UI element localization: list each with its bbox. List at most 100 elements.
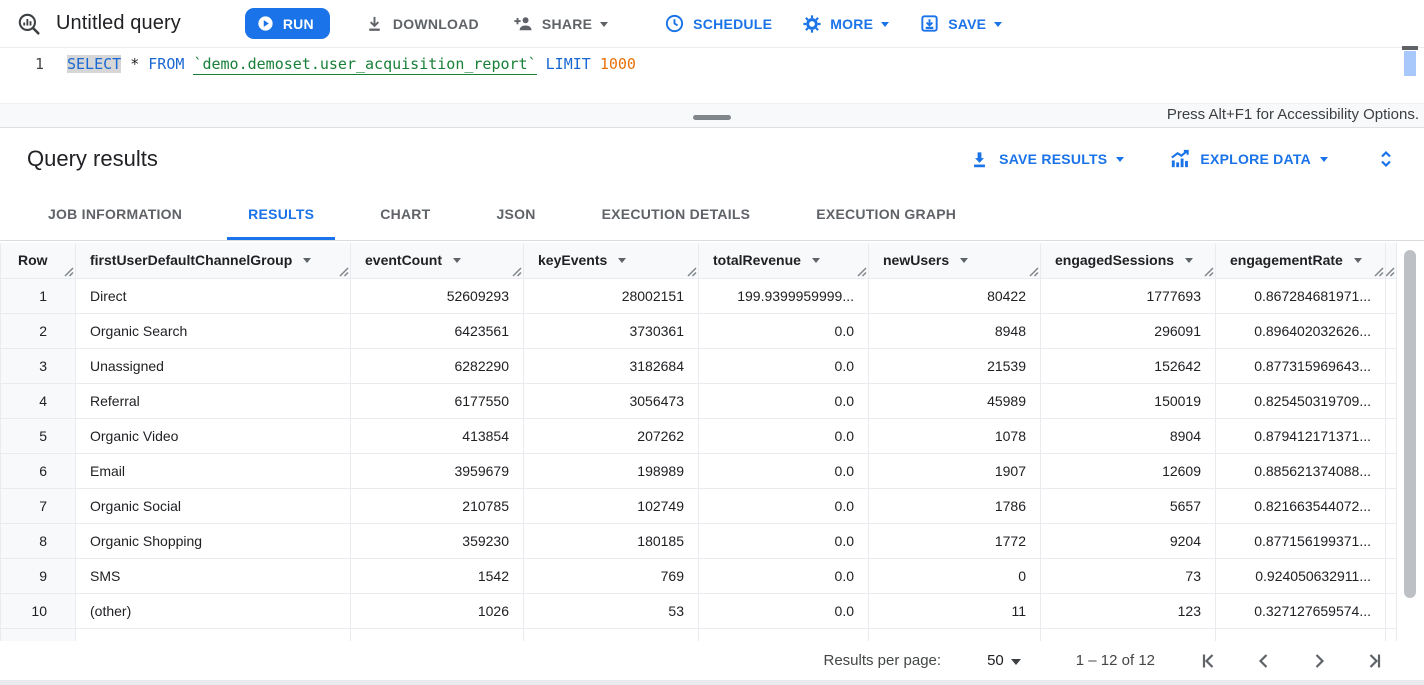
tab-json[interactable]: JSON — [496, 205, 536, 222]
column-header-totalRevenue[interactable]: totalRevenue — [698, 243, 869, 279]
last-page-button[interactable] — [1362, 649, 1386, 673]
column-resize-grip[interactable] — [511, 266, 522, 277]
row-number: 4 — [0, 382, 76, 419]
explore-data-button[interactable]: EXPLORE DATA — [1168, 148, 1328, 171]
cell-partial — [1385, 312, 1397, 349]
cell-engagedSessions: 152642 — [1040, 347, 1216, 384]
column-header-engagedSessions[interactable]: engagedSessions — [1040, 243, 1216, 279]
sql-editor[interactable]: 1 SELECT * FROM `demo.demoset.user_acqui… — [0, 46, 1424, 103]
column-menu-caret-icon[interactable] — [303, 257, 312, 263]
more-button[interactable]: MORE — [802, 14, 890, 34]
cell-totalRevenue: 0.0 — [698, 557, 869, 594]
table-vertical-scrollbar-thumb[interactable] — [1404, 250, 1416, 598]
query-title[interactable]: Untitled query — [56, 12, 181, 34]
cell-eventCount: 6282290 — [350, 347, 524, 384]
pagination-range-label: 1 – 12 of 12 — [1075, 652, 1155, 669]
cell-totalRevenue: 0.0 — [698, 417, 869, 454]
editor-scrollbar-thumb[interactable] — [1404, 51, 1416, 76]
cell-keyEvents: 102749 — [523, 487, 699, 524]
sql-code-line[interactable]: SELECT * FROM `demo.demoset.user_acquisi… — [62, 48, 636, 103]
results-table-body: 1 Direct 52609293 28002151 199.9399959999...… — [0, 277, 1397, 641]
query-results-header: Query results SAVE RESULTS — [0, 128, 1424, 190]
cell-partial — [1385, 557, 1397, 594]
tab-chart[interactable]: CHART — [380, 205, 431, 222]
first-page-icon — [1202, 653, 1214, 668]
pagination-bar: Results per page: 50 1 – 12 of 12 — [0, 641, 1424, 680]
row-number: 5 — [0, 417, 76, 454]
column-resize-grip[interactable] — [856, 266, 867, 277]
row-number: 11 — [0, 627, 76, 641]
first-page-button[interactable] — [1197, 649, 1221, 673]
cell-newUsers: 0 — [868, 557, 1041, 594]
tab-job-information[interactable]: JOB INFORMATION — [48, 205, 183, 222]
column-menu-caret-icon[interactable] — [1185, 257, 1194, 263]
expand-results-button[interactable] — [1374, 147, 1398, 171]
cell-firstUserDefaultChannelGroup: Organic Search — [75, 312, 351, 349]
cell-engagementRate: 0.327127659574... — [1215, 592, 1386, 629]
cell-eventCount: 52609293 — [350, 277, 524, 314]
column-header-partial[interactable] — [1385, 243, 1397, 279]
row-number: 2 — [0, 312, 76, 349]
splitter-drag-handle[interactable] — [693, 115, 731, 120]
unfold-more-icon — [1381, 150, 1391, 168]
table-row: 4 Referral 6177550 3056473 0.0 45989 150019 0.8… — [0, 382, 1397, 419]
cell-eventCount: 210785 — [350, 487, 524, 524]
column-resize-grip[interactable] — [338, 266, 349, 277]
column-header-firstUserDefaultChannelGroup[interactable]: firstUserDefaultChannelGroup — [75, 243, 351, 279]
column-menu-caret-icon[interactable] — [1353, 257, 1362, 263]
cell-newUsers: 8948 — [868, 312, 1041, 349]
cell-totalRevenue: 0.0 — [698, 592, 869, 629]
page-size-select[interactable]: 50 — [987, 652, 1021, 669]
cell-engagedSessions: 150019 — [1040, 382, 1216, 419]
column-header-newUsers[interactable]: newUsers — [868, 243, 1041, 279]
download-icon — [364, 13, 385, 34]
column-menu-caret-icon[interactable] — [453, 257, 461, 263]
table-row: 3 Unassigned 6282290 3182684 0.0 21539 152642 0… — [0, 347, 1397, 384]
tab-execution-details[interactable]: EXECUTION DETAILS — [601, 205, 751, 222]
cell-newUsers: 1772 — [868, 522, 1041, 559]
download-button[interactable]: DOWNLOAD — [364, 13, 479, 34]
column-menu-caret-icon[interactable] — [811, 257, 820, 263]
play-circle-icon — [256, 14, 275, 33]
cell-eventCount: 1542 — [350, 557, 524, 594]
cell-firstUserDefaultChannelGroup: (other) — [75, 592, 351, 629]
cell-keyEvents: 194 — [523, 627, 699, 641]
cell-firstUserDefaultChannelGroup: Email — [75, 452, 351, 489]
row-number: 3 — [0, 347, 76, 384]
query-editor-toolbar: Untitled query RUN DOWNLOAD — [0, 0, 1424, 48]
tab-execution-graph[interactable]: EXECUTION GRAPH — [816, 205, 957, 222]
column-resize-grip[interactable] — [1203, 266, 1214, 277]
share-button[interactable]: SHARE — [511, 12, 609, 35]
column-resize-grip[interactable] — [686, 266, 697, 277]
sql-from-keyword: FROM — [148, 55, 185, 73]
cell-partial — [1385, 592, 1397, 629]
column-header-eventCount[interactable]: eventCount — [350, 243, 524, 279]
column-menu-caret-icon[interactable] — [960, 257, 969, 263]
column-resize-grip[interactable] — [63, 266, 74, 277]
table-row: 5 Organic Video 413854 207262 0.0 1078 8904 0.8… — [0, 417, 1397, 454]
cell-totalRevenue: 0.0 — [698, 522, 869, 559]
cell-totalRevenue: 0.0 — [698, 347, 869, 384]
column-header-row[interactable]: Row — [0, 243, 76, 279]
sql-table-reference-link[interactable]: `demo.demoset.user_acquisition_report` — [193, 55, 537, 75]
horizontal-scrollbar-track[interactable] — [0, 680, 1424, 685]
schedule-button[interactable]: SCHEDULE — [664, 13, 772, 34]
table-row: 8 Organic Shopping 359230 180185 0.0 1772 9204… — [0, 522, 1397, 559]
column-resize-grip[interactable] — [1386, 266, 1396, 277]
previous-page-button[interactable] — [1252, 649, 1276, 673]
cell-eventCount: 1026 — [350, 592, 524, 629]
tab-results[interactable]: RESULTS — [227, 190, 336, 240]
splitter-strip: Press Alt+F1 for Accessibility Options. — [0, 103, 1424, 128]
cell-keyEvents: 28002151 — [523, 277, 699, 314]
cell-newUsers: 1786 — [868, 487, 1041, 524]
column-header-engagementRate[interactable]: engagementRate — [1215, 243, 1386, 279]
column-resize-grip[interactable] — [1373, 266, 1384, 277]
save-results-button[interactable]: SAVE RESULTS — [969, 149, 1125, 170]
cell-firstUserDefaultChannelGroup: Organic Shopping — [75, 522, 351, 559]
column-header-keyEvents[interactable]: keyEvents — [523, 243, 699, 279]
save-button[interactable]: SAVE — [919, 13, 1003, 34]
next-page-button[interactable] — [1307, 649, 1331, 673]
run-button[interactable]: RUN — [244, 8, 330, 39]
column-menu-caret-icon[interactable] — [618, 257, 627, 263]
column-resize-grip[interactable] — [1028, 266, 1039, 277]
